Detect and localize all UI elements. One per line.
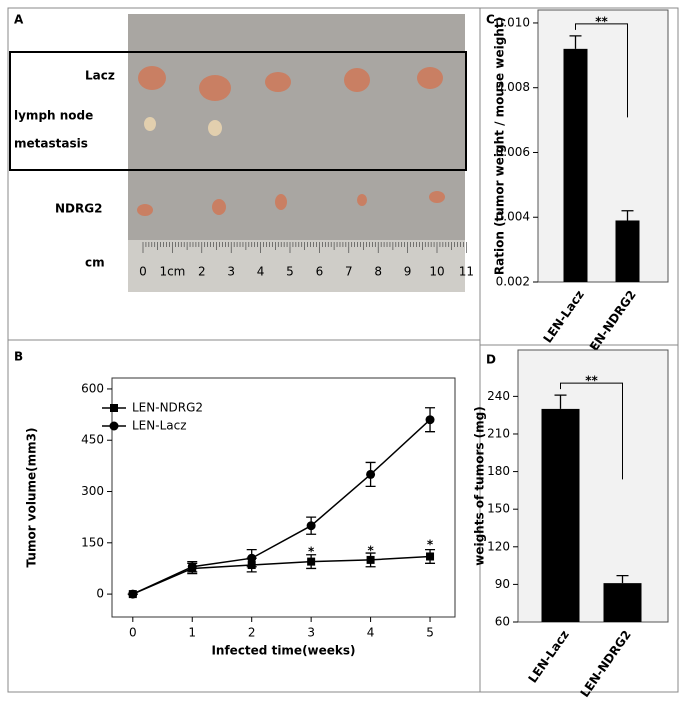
annotation: * (308, 544, 315, 558)
x-tick-label: LEN-NDRG2 (582, 288, 638, 360)
y-tick-label: 0.006 (496, 145, 530, 159)
y-tick-label: 0.008 (496, 80, 530, 94)
x-tick-label: 1 (188, 626, 196, 640)
legend-marker (109, 421, 119, 431)
y-axis-label: weights of tumors (mg) (473, 406, 487, 566)
marker (366, 555, 375, 564)
series-line (132, 419, 431, 595)
plot-frame (111, 377, 456, 618)
ruler-label: 9 (404, 265, 412, 279)
y-tick-label: 150 (81, 535, 104, 549)
figure-frame (7, 7, 679, 693)
bar (563, 48, 588, 282)
bar (541, 408, 580, 622)
significance-bracket (575, 23, 628, 118)
legend-marker (110, 404, 118, 412)
highlight-box (9, 51, 467, 171)
significance-bracket (560, 382, 623, 480)
y-tick-label: 0.010 (496, 15, 530, 29)
y-tick-label: 0.004 (496, 210, 530, 224)
ruler-label: 5 (286, 265, 294, 279)
ruler-label: 1cm (159, 265, 185, 279)
tumors (137, 66, 445, 216)
significance-label: ** (585, 374, 598, 388)
panel-label: B (14, 350, 23, 364)
y-tick-label: 300 (81, 484, 104, 498)
error-bar (616, 574, 629, 584)
legend-label: LEN-Lacz (132, 419, 187, 433)
x-tick-label: LEN-NDRG2 (577, 628, 633, 700)
legend-label: LEN-NDRG2 (132, 401, 203, 415)
error-bar (621, 210, 634, 221)
marker (128, 589, 138, 599)
x-axis-label: Infected time(weeks) (211, 644, 355, 658)
ruler-label: 11 (459, 265, 474, 279)
annotation: * (427, 538, 434, 552)
y-tick-label: 150 (487, 502, 510, 516)
y-tick-label: 60 (495, 615, 510, 629)
plot-bg (517, 349, 669, 623)
marker (307, 557, 316, 566)
x-tick-label: 2 (248, 626, 256, 640)
y-tick-label: 120 (487, 539, 510, 553)
ruler-label: 4 (257, 265, 265, 279)
ruler-label: 3 (227, 265, 235, 279)
panel-label: D (486, 353, 496, 367)
marker (187, 562, 197, 572)
y-axis-label: Ration (tumor weight / mouse weight) (493, 17, 507, 275)
photo-label: lymph node (14, 109, 93, 123)
x-tick-label: LEN-Lacz (541, 288, 587, 346)
ruler-label: 0 (139, 265, 147, 279)
ruler-label: 7 (345, 265, 353, 279)
significance-label: ** (595, 14, 608, 28)
y-tick-label: 240 (487, 389, 510, 403)
ruler-label: 6 (316, 265, 324, 279)
x-tick-label: 5 (426, 626, 434, 640)
marker (306, 521, 316, 531)
bar (615, 220, 640, 282)
bar (603, 583, 642, 622)
y-tick-label: 180 (487, 464, 510, 478)
ruler-label: 2 (198, 265, 206, 279)
x-tick-label: 3 (307, 626, 315, 640)
y-tick-label: 0.002 (496, 275, 530, 289)
x-tick-label: 4 (367, 626, 375, 640)
y-tick-label: 90 (495, 577, 510, 591)
series-line (132, 555, 431, 595)
ruler-label: 10 (429, 265, 444, 279)
photo-label: Lacz (85, 69, 115, 83)
photo-label: cm (85, 256, 105, 270)
error-bar (554, 394, 567, 409)
y-tick-label: 210 (487, 426, 510, 440)
ruler-label: 8 (374, 265, 382, 279)
marker (366, 469, 376, 479)
panel-label: C (486, 13, 495, 27)
plot-bg (537, 9, 669, 283)
marker (247, 553, 257, 563)
ruler (128, 240, 465, 292)
y-tick-label: 450 (81, 433, 104, 447)
error-bar (569, 35, 582, 49)
marker (426, 552, 435, 561)
y-axis-label: Tumor volume(mm3) (25, 428, 39, 568)
photo-label: NDRG2 (55, 202, 102, 216)
marker (425, 415, 435, 425)
photo-label: metastasis (14, 137, 88, 151)
y-tick-label: 600 (81, 381, 104, 395)
panel-label: A (14, 13, 24, 27)
x-tick-label: 0 (129, 626, 137, 640)
y-tick-label: 0 (96, 587, 104, 601)
annotation: * (367, 544, 374, 558)
x-tick-label: LEN-Lacz (526, 628, 572, 686)
